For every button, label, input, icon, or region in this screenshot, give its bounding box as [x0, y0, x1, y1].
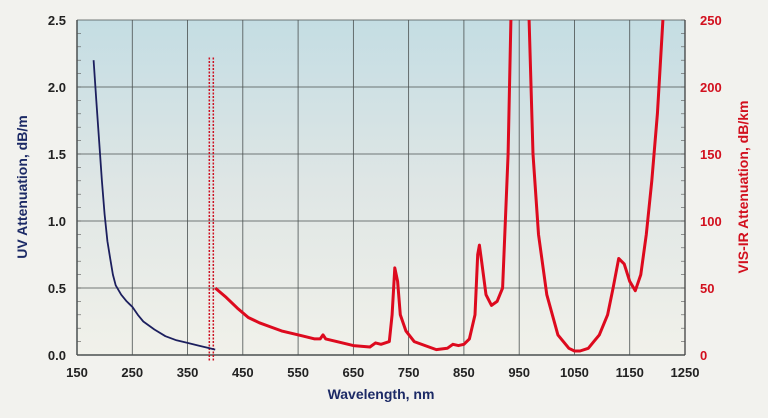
- x-axis-label: Wavelength, nm: [328, 386, 435, 402]
- y-left-tick-label: 1.0: [48, 214, 66, 229]
- x-tick-label: 150: [66, 365, 88, 380]
- y-right-tick-label: 0: [700, 348, 707, 363]
- x-tick-label: 250: [121, 365, 143, 380]
- uv-attenuation-line: [92, 60, 216, 351]
- plot-area: [77, 20, 685, 355]
- y-right-tick-label: 150: [700, 147, 722, 162]
- y-left-tick-label: 2.0: [48, 80, 66, 95]
- y-axis-left-label: UV Attenuation, dB/m: [14, 115, 30, 258]
- x-tick-label: 450: [232, 365, 254, 380]
- x-tick-label: 550: [287, 365, 309, 380]
- y-left-tick-label: 0.0: [48, 348, 66, 363]
- y-left-tick-label: 0.5: [48, 281, 66, 296]
- grid: [76, 19, 686, 356]
- x-tick-label: 750: [398, 365, 420, 380]
- x-tick-label: 1150: [616, 365, 644, 380]
- visir-attenuation-line: [527, 19, 665, 353]
- x-tick-label: 850: [453, 365, 475, 380]
- y-left-tick-label: 2.5: [48, 13, 66, 28]
- y-left-tick-label: 1.5: [48, 147, 66, 162]
- x-tick-label: 950: [508, 365, 530, 380]
- visir-attenuation-line: [214, 19, 513, 352]
- y-right-tick-label: 200: [700, 80, 722, 95]
- x-tick-label: 350: [177, 365, 199, 380]
- y-right-tick-label: 250: [700, 13, 722, 28]
- x-tick-label: 1250: [671, 365, 700, 380]
- x-tick-label: 1050: [560, 365, 589, 380]
- x-tick-label: 650: [343, 365, 365, 380]
- y-axis-right-label: VIS-IR Attenuation, dB/km: [735, 101, 751, 274]
- y-right-tick-label: 100: [700, 214, 722, 229]
- y-right-tick-label: 50: [700, 281, 714, 296]
